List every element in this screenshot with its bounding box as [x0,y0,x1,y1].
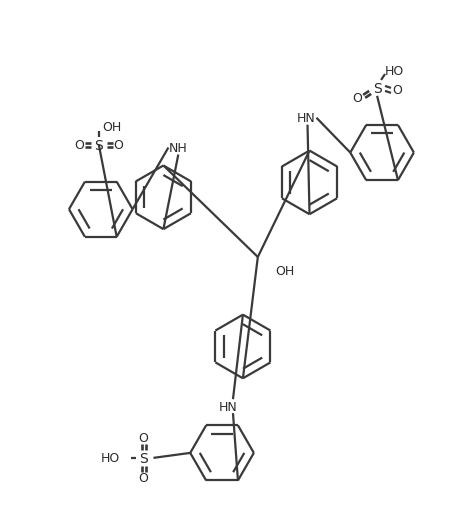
Text: OH: OH [102,121,121,134]
Text: S: S [139,451,148,465]
Text: O: O [139,432,148,444]
Text: O: O [353,92,362,105]
Text: NH: NH [169,142,188,155]
Text: OH: OH [276,265,295,278]
Text: HO: HO [101,451,120,465]
Text: O: O [114,139,123,152]
Text: HN: HN [297,112,316,125]
Text: O: O [74,139,84,152]
Text: O: O [392,84,402,97]
Text: HN: HN [218,400,237,413]
Text: O: O [139,471,148,484]
Text: S: S [373,82,381,96]
Text: HO: HO [385,64,404,77]
Text: S: S [95,138,103,153]
